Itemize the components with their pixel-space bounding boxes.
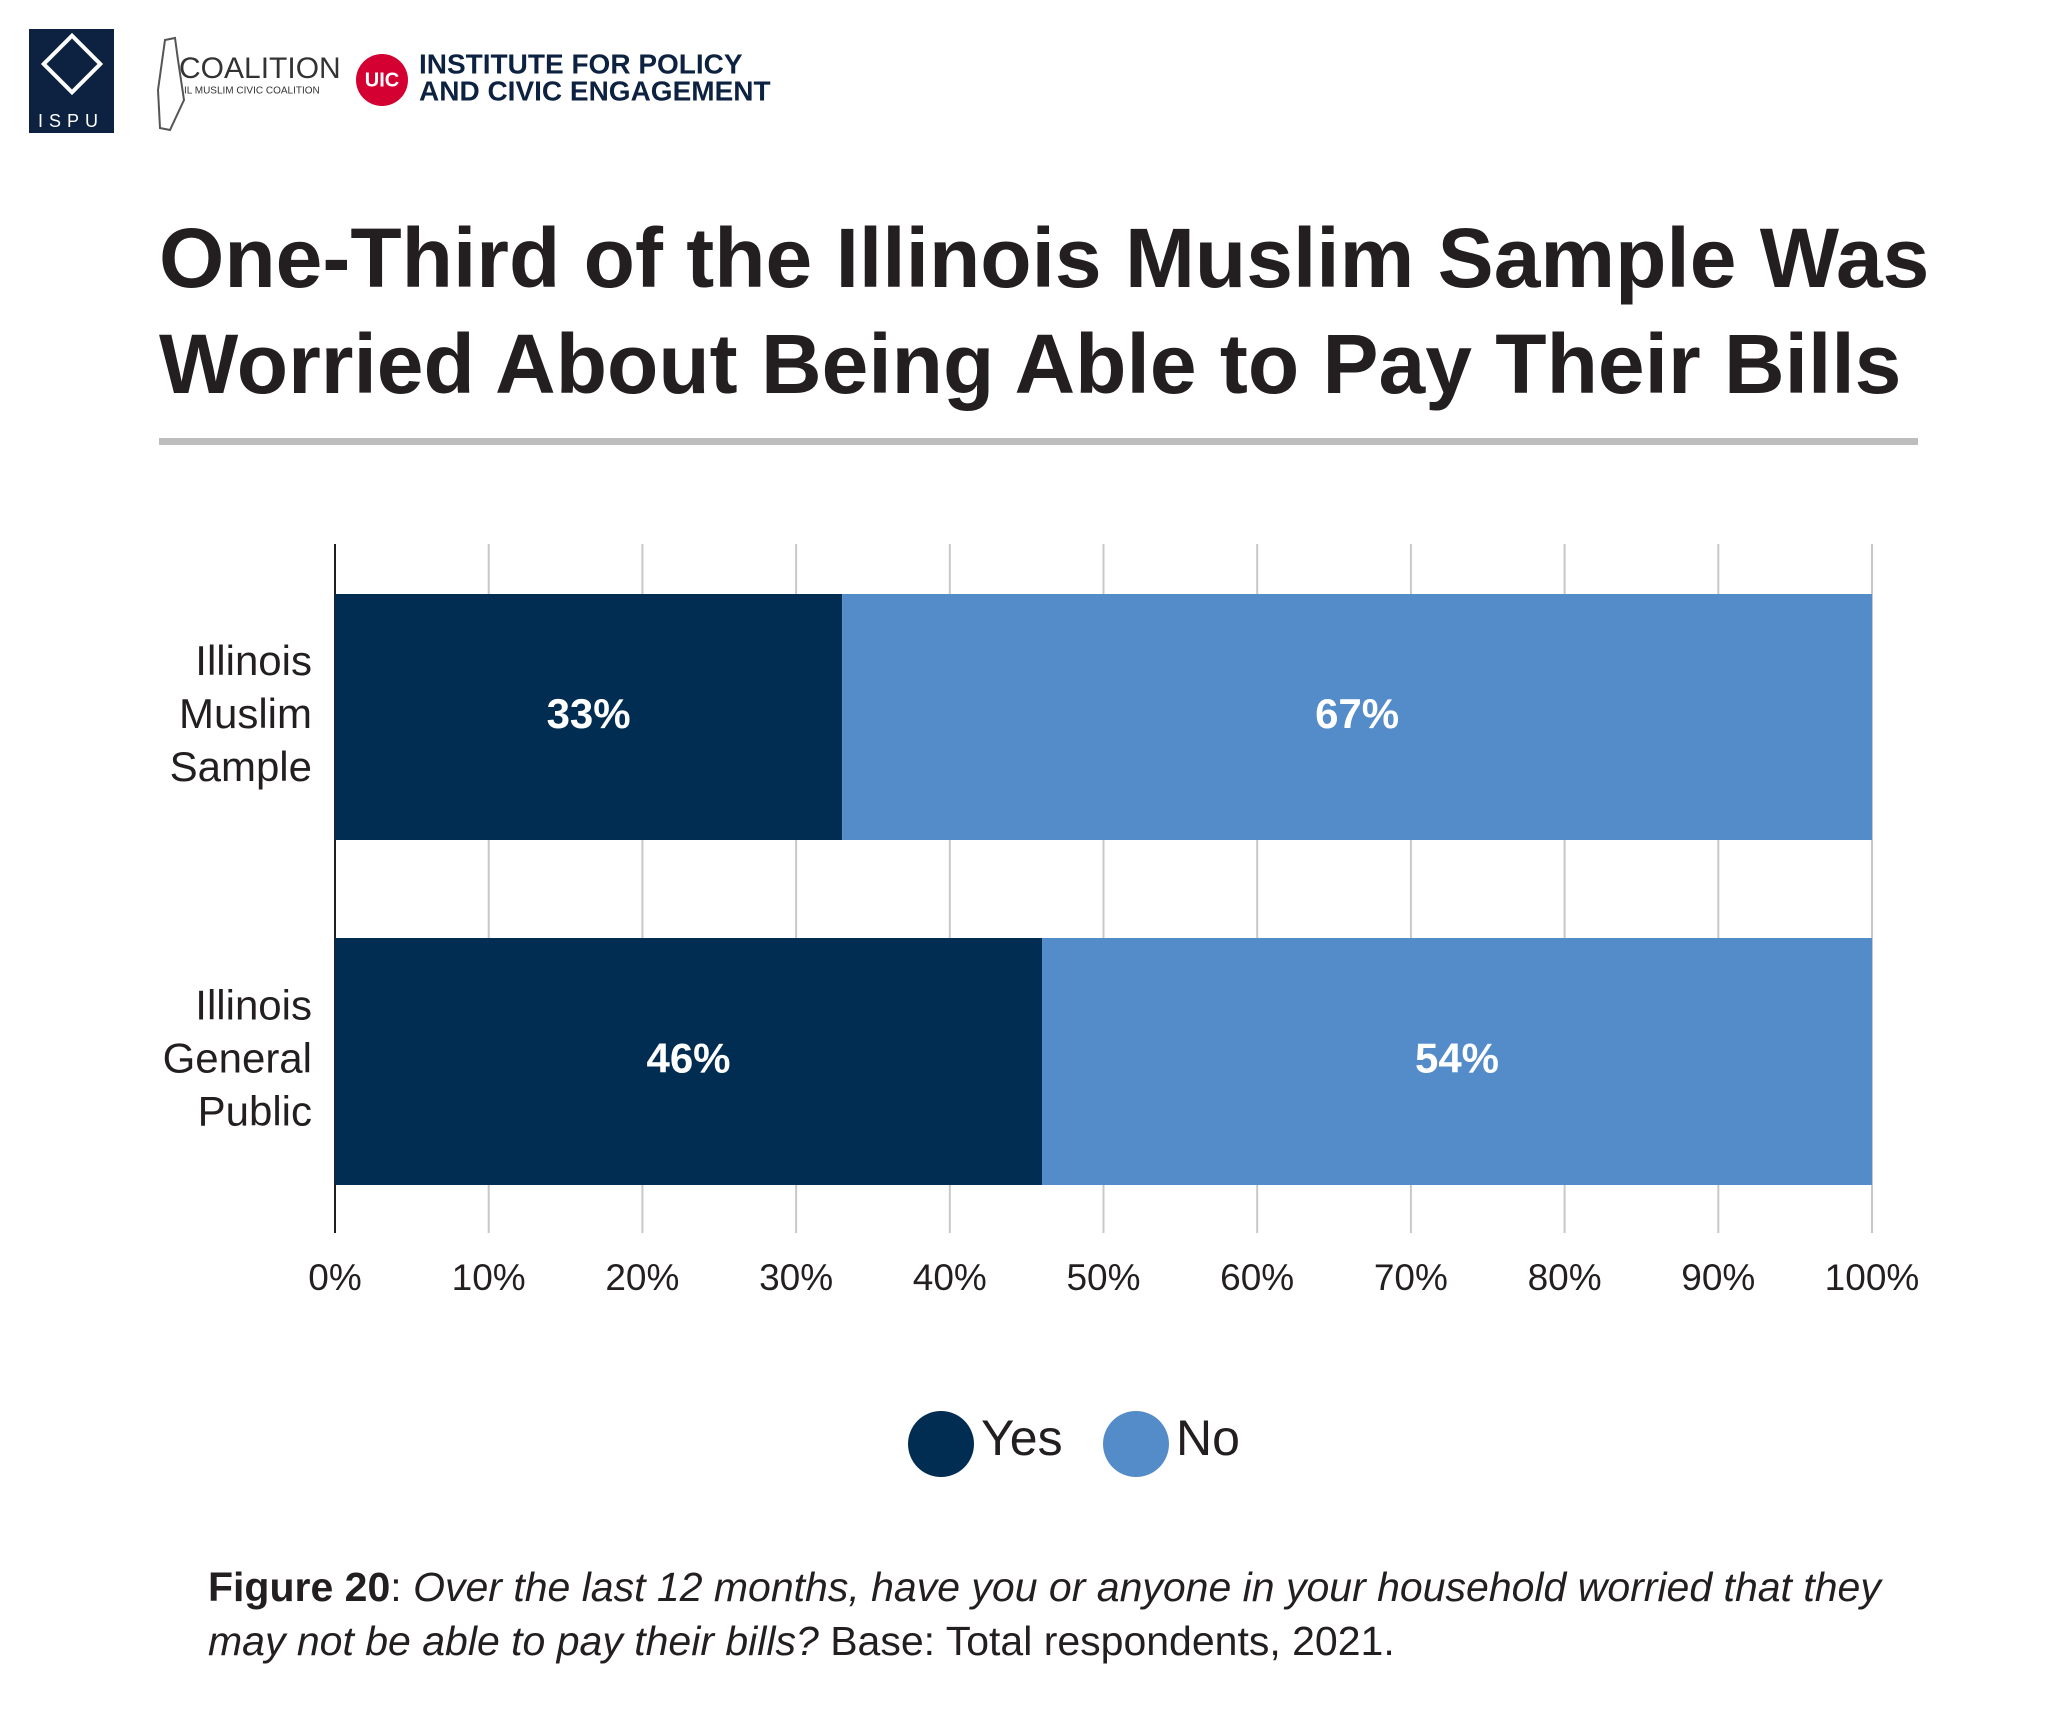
x-tick-label: 90% — [1681, 1257, 1755, 1298]
y-tick-label: Illinois Muslim Sample — [170, 637, 312, 790]
bar-segment — [335, 594, 843, 840]
x-tick-label: 30% — [759, 1257, 833, 1298]
logo-map — [156, 36, 186, 132]
title-rule — [159, 438, 1918, 445]
value-label: 54% — [1415, 1035, 1499, 1082]
value-label: 67% — [1315, 690, 1399, 737]
caption: Figure 20: Over the last 12 months, have… — [208, 1564, 1881, 1664]
caption-base: Base: Total respondents, 2021. — [830, 1618, 1395, 1664]
logo-box — [29, 29, 114, 133]
value-label: 33% — [547, 690, 631, 737]
logo-diamond — [40, 32, 104, 96]
x-tick-label: 0% — [308, 1257, 361, 1298]
bar-segment — [842, 594, 1873, 840]
legend-swatch — [1103, 1411, 1169, 1477]
x-tick-label: 60% — [1220, 1257, 1294, 1298]
logo-text: UIC — [365, 69, 399, 91]
x-tick-label: 50% — [1066, 1257, 1140, 1298]
x-tick-label: 40% — [913, 1257, 987, 1298]
logo-text: IL MUSLIM CIVIC COALITION — [184, 86, 320, 97]
logo-text: ISPU — [38, 111, 104, 131]
legend-label: No — [1176, 1410, 1240, 1466]
legend-swatch — [908, 1411, 974, 1477]
caption-question: Over the last 12 months, have you or any… — [208, 1564, 1881, 1664]
caption-label: Figure 20 — [208, 1564, 391, 1610]
x-tick-label: 10% — [452, 1257, 526, 1298]
bar-segment — [335, 938, 1043, 1185]
logo-text: INSTITUTE FOR POLICY — [419, 48, 743, 79]
chart-title: One-Third of the Illinois Muslim Sample … — [159, 211, 1930, 411]
y-tick-label: Illinois General Public — [163, 982, 312, 1135]
x-tick-label: 70% — [1374, 1257, 1448, 1298]
x-tick-label: 20% — [605, 1257, 679, 1298]
legend-label: Yes — [981, 1410, 1063, 1466]
x-tick-label: 80% — [1528, 1257, 1602, 1298]
value-label: 46% — [646, 1035, 730, 1082]
logo-circle — [356, 54, 408, 106]
logo-text: COALITION — [179, 52, 341, 85]
bar-segment — [1042, 938, 1872, 1185]
logo-text: AND CIVIC ENGAGEMENT — [419, 75, 771, 106]
x-tick-label: 100% — [1825, 1257, 1920, 1298]
